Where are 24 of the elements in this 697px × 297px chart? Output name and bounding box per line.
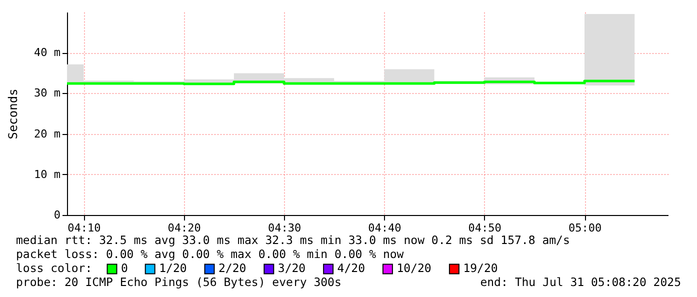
text: end: Thu Jul 31 05:08:20 2025 [480,275,681,289]
text: probe: 20 ICMP Echo Pings (56 Bytes) every 300s [16,275,342,289]
y-tick-label: 40 m [34,46,61,60]
y-tick-label: 10 m [34,168,61,181]
legend-label: 10/20 [396,261,432,275]
text: median rtt: 32.5 ms avg 33.0 ms max 32.3 ms min 33.0 ms now 0.2 ms sd 157.8 am/s [16,233,570,247]
x-tick-label: 04:40 [368,222,402,234]
legend-label: 4/20 [337,261,366,275]
legend-label: 2/20 [218,261,246,275]
y-tick-label: 0 [54,208,60,222]
text: packet loss: 0.00 % avg 0.00 % max 0.00 % min 0.00 % now [16,247,404,261]
legend-label: 1/20 [159,261,187,275]
legend-title: loss color: [16,261,92,275]
y-tick-label: 30 m [34,86,61,100]
x-tick-label: 04:20 [168,222,201,234]
x-tick-label: 05:00 [568,222,602,234]
legend-label: 0 [121,261,128,275]
x-tick-label: 04:50 [468,222,502,234]
legend-label: 3/20 [278,261,306,275]
x-tick-label: 04:10 [68,222,101,234]
legend-label: 19/20 [463,261,498,275]
y-tick-label: 20 m [34,127,61,140]
x-tick-label: 04:30 [268,222,302,234]
y-axis-title: Seconds [6,88,20,140]
